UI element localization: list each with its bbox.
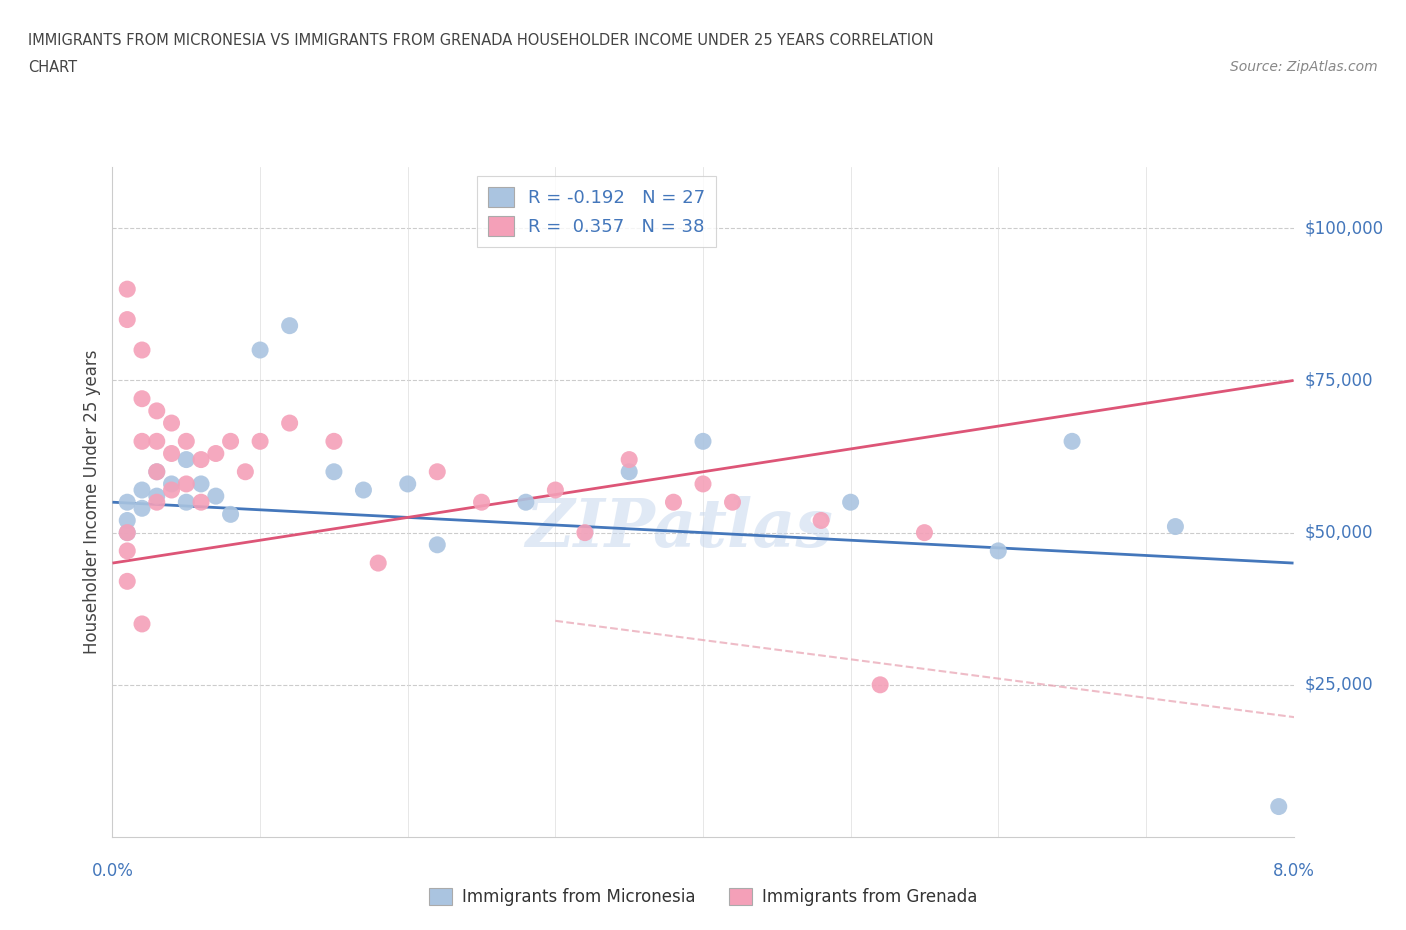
Point: [810, 513, 832, 528]
Point: [190, 495, 212, 510]
Point: [117, 525, 138, 540]
Point: [131, 483, 153, 498]
Text: Source: ZipAtlas.com: Source: ZipAtlas.com: [1230, 60, 1378, 74]
Point: [219, 434, 242, 449]
Point: [146, 464, 169, 479]
Point: [323, 464, 346, 479]
Point: [544, 483, 567, 498]
Point: [869, 677, 891, 692]
Text: ZIPatlas: ZIPatlas: [526, 497, 834, 562]
Point: [619, 452, 641, 467]
Point: [117, 282, 138, 297]
Point: [249, 342, 271, 357]
Point: [662, 495, 685, 510]
Point: [117, 543, 138, 558]
Text: 0.0%: 0.0%: [91, 862, 134, 880]
Point: [233, 464, 256, 479]
Point: [131, 501, 153, 516]
Point: [219, 507, 242, 522]
Point: [131, 617, 153, 631]
Point: [146, 488, 169, 503]
Point: [914, 525, 936, 540]
Point: [160, 446, 183, 461]
Point: [987, 543, 1010, 558]
Point: [426, 538, 449, 552]
Point: [131, 392, 153, 406]
Point: [205, 446, 228, 461]
Point: [1268, 799, 1291, 814]
Point: [574, 525, 596, 540]
Text: $25,000: $25,000: [1305, 676, 1374, 694]
Point: [146, 434, 169, 449]
Point: [117, 525, 138, 540]
Point: [1164, 519, 1187, 534]
Legend: Immigrants from Micronesia, Immigrants from Grenada: Immigrants from Micronesia, Immigrants f…: [422, 881, 984, 912]
Point: [160, 483, 183, 498]
Text: 8.0%: 8.0%: [1272, 862, 1315, 880]
Point: [117, 513, 138, 528]
Point: [131, 342, 153, 357]
Point: [367, 555, 389, 570]
Text: $100,000: $100,000: [1305, 219, 1384, 237]
Point: [160, 416, 183, 431]
Point: [146, 464, 169, 479]
Point: [174, 476, 197, 491]
Point: [471, 495, 494, 510]
Y-axis label: Householder Income Under 25 years: Householder Income Under 25 years: [83, 350, 101, 655]
Text: CHART: CHART: [28, 60, 77, 75]
Point: [117, 312, 138, 327]
Point: [174, 434, 197, 449]
Point: [146, 404, 169, 418]
Point: [190, 476, 212, 491]
Point: [396, 476, 419, 491]
Point: [131, 434, 153, 449]
Text: $50,000: $50,000: [1305, 524, 1374, 541]
Text: $75,000: $75,000: [1305, 371, 1374, 390]
Point: [249, 434, 271, 449]
Point: [426, 464, 449, 479]
Point: [205, 488, 228, 503]
Point: [278, 416, 301, 431]
Point: [692, 434, 714, 449]
Point: [721, 495, 744, 510]
Point: [692, 476, 714, 491]
Point: [174, 495, 197, 510]
Text: IMMIGRANTS FROM MICRONESIA VS IMMIGRANTS FROM GRENADA HOUSEHOLDER INCOME UNDER 2: IMMIGRANTS FROM MICRONESIA VS IMMIGRANTS…: [28, 33, 934, 47]
Point: [117, 574, 138, 589]
Point: [190, 452, 212, 467]
Point: [278, 318, 301, 333]
Point: [1062, 434, 1084, 449]
Point: [323, 434, 346, 449]
Point: [146, 495, 169, 510]
Point: [160, 476, 183, 491]
Legend: R = -0.192   N = 27, R =  0.357   N = 38: R = -0.192 N = 27, R = 0.357 N = 38: [478, 177, 716, 246]
Point: [174, 452, 197, 467]
Point: [619, 464, 641, 479]
Point: [352, 483, 374, 498]
Point: [839, 495, 862, 510]
Point: [515, 495, 537, 510]
Point: [117, 495, 138, 510]
